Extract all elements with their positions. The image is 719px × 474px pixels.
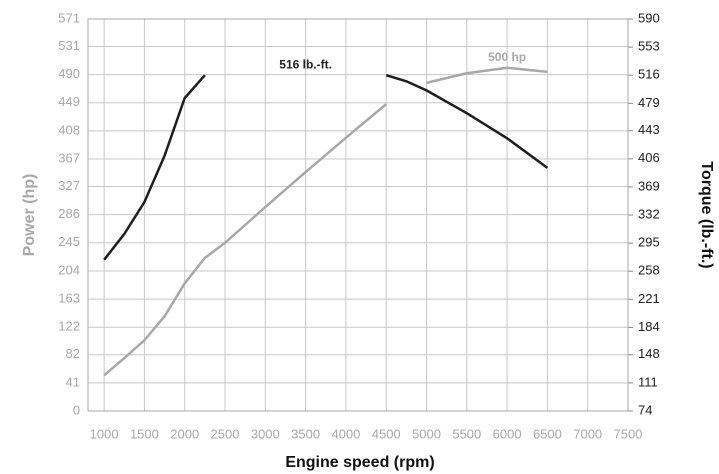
y2-tick-label: 148 <box>638 346 660 361</box>
y-tick-label: 367 <box>58 150 80 165</box>
y-tick-label: 490 <box>58 66 80 81</box>
y-tick-label: 449 <box>58 94 80 109</box>
y2-tick-label: 553 <box>638 39 660 54</box>
x-tick-label: 3500 <box>291 426 320 441</box>
x-tick-label: 4500 <box>372 426 401 441</box>
y2-tick-label: 443 <box>638 122 660 137</box>
annotation: 500 hp <box>488 50 526 64</box>
y2-tick-label: 295 <box>638 235 660 250</box>
y-tick-label: 82 <box>66 346 80 361</box>
y-tick-label: 122 <box>58 319 80 334</box>
line-series <box>103 74 549 261</box>
x-axis-title: Engine speed (rpm) <box>285 454 434 471</box>
x-tick-label: 1000 <box>90 426 119 441</box>
y2-tick-label: 74 <box>638 402 652 417</box>
plot-frame <box>87 18 629 412</box>
x-tick-label: 5500 <box>452 426 481 441</box>
x-tick-label: 2500 <box>211 426 240 441</box>
annotation: 516 lb.-ft. <box>279 57 332 71</box>
y2-tick-label: 184 <box>638 319 660 334</box>
y2-tick-label: 516 <box>638 67 660 82</box>
y2-tick-label: 369 <box>638 178 660 193</box>
y2-tick-label: 111 <box>638 374 658 389</box>
y2-tick-label: 221 <box>638 291 660 306</box>
x-tick-label: 2000 <box>170 426 199 441</box>
y-axis-title: Power (hp) <box>21 174 38 257</box>
y2-tick-label: 590 <box>638 10 660 25</box>
y-tick-label: 408 <box>58 122 80 137</box>
y-tick-label: 531 <box>58 38 80 53</box>
y2-tick-label: 258 <box>638 263 660 278</box>
x-tick-label: 1500 <box>130 426 159 441</box>
x-tick-label: 5000 <box>412 426 441 441</box>
y2-tick-label: 332 <box>638 206 660 221</box>
y-tick-label: 286 <box>58 206 80 221</box>
x-tick-label: 4000 <box>331 426 360 441</box>
y2-tick-label: 406 <box>638 150 660 165</box>
y2-tick-label: 479 <box>638 95 660 110</box>
y-tick-label: 41 <box>66 374 80 389</box>
y2-axis-title: Torque (lb.-ft.) <box>698 161 715 268</box>
x-tick-label: 6500 <box>533 426 562 441</box>
y-tick-label: 204 <box>58 262 80 277</box>
x-tick-label: 6000 <box>493 426 522 441</box>
line-series <box>103 66 548 377</box>
x-tick-label: 7500 <box>614 426 643 441</box>
y-tick-label: 0 <box>73 402 80 417</box>
y-tick-label: 327 <box>58 178 80 193</box>
y-tick-label: 245 <box>58 234 80 249</box>
y-tick-label: 571 <box>58 10 80 25</box>
y-tick-label: 163 <box>58 291 80 306</box>
x-tick-label: 3000 <box>251 426 280 441</box>
x-tick-label: 7000 <box>573 426 602 441</box>
